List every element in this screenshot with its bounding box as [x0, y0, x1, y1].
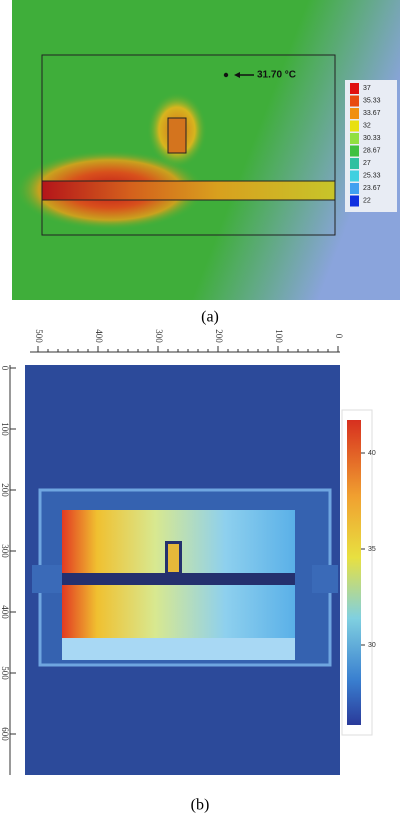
colorbar-ticks: 40 35 30: [361, 450, 376, 649]
x-ruler-label: 300: [154, 329, 164, 343]
legend-swatch: [350, 83, 359, 94]
colorbar-frame: [341, 409, 373, 736]
legend-label: 27: [363, 160, 371, 167]
legend-swatch: [350, 195, 359, 207]
stub-heat: [168, 544, 179, 572]
y-ruler-label: 100: [0, 422, 10, 436]
panel-a-background: [12, 0, 400, 300]
probe-arrowhead: [234, 72, 240, 78]
connector: [312, 565, 338, 593]
probe-label: 31.70 °C: [257, 70, 296, 81]
legend-swatch: [350, 158, 359, 169]
legend-swatch: [350, 120, 359, 132]
colorbar-label: 35: [368, 546, 376, 553]
colorbar: [347, 420, 361, 725]
legend-label: 25.33: [363, 172, 381, 179]
colorbar-label: 30: [368, 642, 376, 649]
plate-edge: [62, 638, 295, 660]
y-ruler-label: 400: [0, 605, 10, 619]
x-ruler-label: 200: [214, 329, 224, 343]
y-ruler-label: 600: [0, 727, 10, 741]
legend-label: 22: [363, 197, 371, 204]
y-ruler-label: 200: [0, 483, 10, 497]
caption: (b): [191, 797, 210, 814]
y-ruler-label: 500: [0, 666, 10, 680]
x-ruler-label: 400: [94, 329, 104, 343]
legend-swatch: [350, 145, 359, 157]
colorbar-label: 40: [368, 450, 376, 457]
x-ruler-label: 100: [274, 329, 284, 343]
stub: [167, 117, 187, 154]
legend-label: 35.33: [363, 97, 381, 104]
domain-outline: [41, 54, 336, 236]
probe-point: [223, 72, 229, 78]
rulers: 500 400 300 200 100 0 0 100 200 300 400 500 600: [0, 329, 344, 741]
legend-swatch: [350, 170, 359, 182]
legend-label: 32: [363, 122, 371, 129]
legend-swatch: [350, 133, 359, 144]
x-ruler-label: 0: [334, 334, 344, 339]
y-ruler-label: 300: [0, 544, 10, 558]
legend-label: 37: [363, 85, 371, 92]
caption: (a): [201, 309, 219, 326]
y-ruler-label: 0: [0, 366, 10, 371]
legend-swatch: [350, 183, 359, 194]
legend-label: 23.67: [363, 185, 381, 192]
legend: 37 35.33 33.67 32 30.33 28.67 27 25.33 23.67 22: [350, 83, 381, 207]
legend-swatch: [350, 108, 359, 119]
legend-label: 33.67: [363, 110, 381, 117]
legend-label: 30.33: [363, 135, 381, 142]
strip: [41, 180, 336, 201]
strip: [62, 573, 295, 585]
x-ruler-label: 500: [34, 329, 44, 343]
legend-label: 28.67: [363, 147, 381, 154]
legend-swatch: [350, 95, 359, 107]
connector: [32, 565, 62, 593]
